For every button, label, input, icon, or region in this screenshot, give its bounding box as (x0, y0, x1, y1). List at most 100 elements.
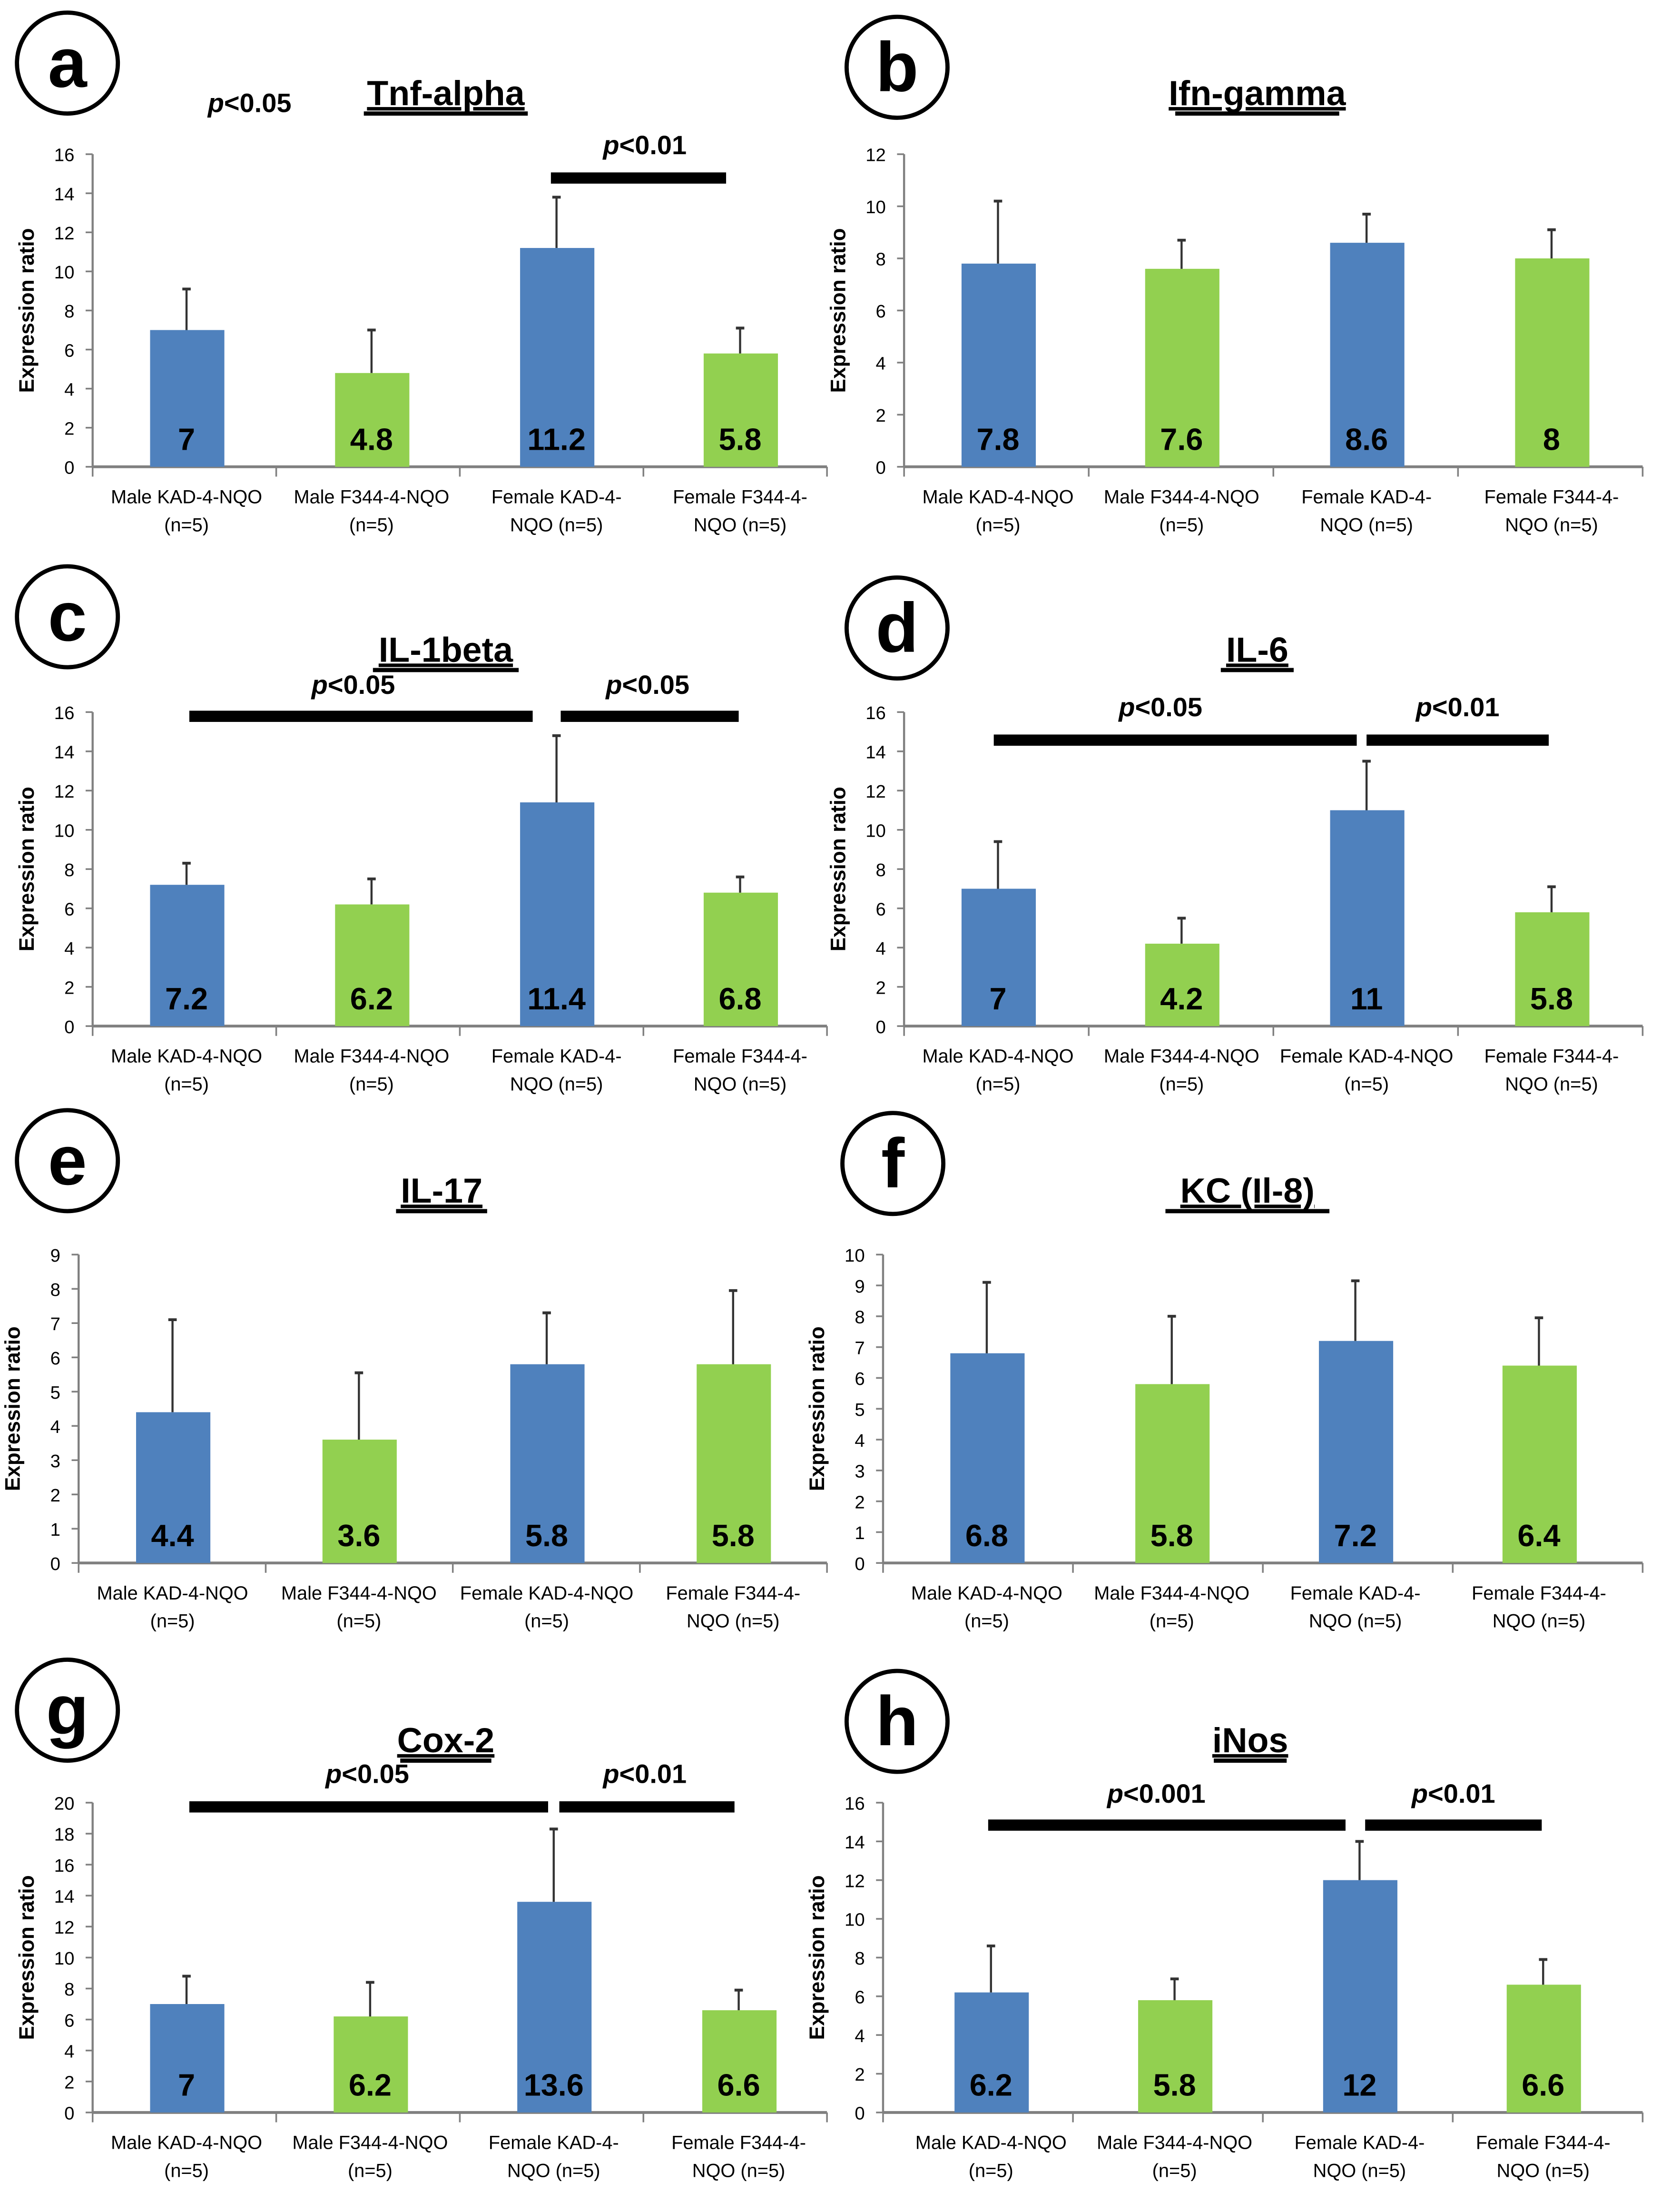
panel-letter: g (46, 1671, 89, 1749)
p-threshold: <0.01 (1432, 692, 1500, 722)
data-label: 4.8 (350, 422, 393, 457)
p-threshold: <0.01 (619, 1759, 687, 1789)
panel-letter: e (48, 1122, 87, 1200)
y-tick-label: 8 (64, 301, 74, 322)
data-label: 12 (1342, 2068, 1376, 2103)
bar (1138, 2000, 1213, 2113)
y-tick-label: 2 (64, 978, 74, 998)
x-tick-label: Male KAD-4-NQO (911, 1583, 1062, 1604)
y-tick-label: 16 (845, 1794, 865, 1814)
data-label: 6.2 (349, 2068, 392, 2103)
y-tick-label: 2 (50, 1485, 60, 1506)
bar (520, 248, 595, 467)
significance-bar (988, 1819, 1346, 1831)
x-tick-label: (n=5) (1344, 1074, 1389, 1095)
x-tick-label: Female KAD-4- (1294, 2132, 1425, 2153)
data-label: 7.6 (1160, 422, 1203, 457)
x-tick-label: Male F344-4-NQO (294, 486, 449, 507)
p-threshold: <0.01 (619, 130, 687, 160)
bar (1145, 943, 1219, 1027)
y-tick-label: 2 (876, 978, 886, 998)
x-tick-label: (n=5) (969, 2160, 1013, 2181)
y-tick-label: 6 (64, 340, 74, 361)
data-label: 11.4 (527, 981, 586, 1016)
bar (954, 1992, 1029, 2113)
panel-a: a Tnf-alpha 0 2 4 6 8 10 12 14 16 Expression ratio 7… (15, 10, 828, 535)
data-label: 6.8 (965, 1518, 1008, 1553)
y-tick-label: 16 (865, 703, 886, 723)
p-threshold: <0.05 (224, 88, 292, 118)
data-label: 7.8 (976, 422, 1019, 457)
y-axis-label: Expression ratio (806, 1326, 829, 1491)
x-tick-label: NQO (n=5) (694, 514, 787, 535)
y-axis-label: Expression ratio (826, 787, 850, 951)
y-tick-label: 3 (50, 1451, 60, 1471)
panel-d: d IL-6 0 2 4 6 8 10 12 14 16 Expression ratio 7 Male … (826, 575, 1644, 1095)
p-value-label: p<0.001 (1106, 1778, 1206, 1808)
y-tick-label: 0 (64, 458, 74, 478)
bar (335, 904, 410, 1027)
y-tick-label: 1 (50, 1520, 60, 1540)
y-tick-label: 4 (64, 379, 74, 400)
x-tick-label: Female KAD-4- (489, 2132, 619, 2153)
y-tick-label: 12 (54, 223, 75, 244)
significance-bar (560, 711, 739, 722)
y-tick-label: 10 (865, 197, 886, 217)
bar (702, 2010, 777, 2113)
bar (1502, 1365, 1577, 1563)
significance-bar (993, 734, 1357, 746)
bar (335, 373, 410, 467)
p-value-label: p<0.01 (1411, 1778, 1495, 1808)
p-symbol: p (605, 670, 622, 700)
bar (1135, 1384, 1210, 1563)
data-label: 6.2 (350, 981, 393, 1016)
chart-title: Tnf-alpha (367, 73, 525, 113)
bar (703, 353, 778, 467)
p-symbol: p (207, 88, 224, 118)
y-tick-label: 14 (54, 742, 75, 763)
panel-letter-circle (15, 10, 120, 116)
data-label: 5.8 (712, 1518, 755, 1553)
x-tick-label: Male F344-4-NQO (294, 1046, 449, 1067)
panel-letter-circle (15, 1108, 120, 1214)
y-tick-label: 2 (64, 2073, 74, 2093)
p-symbol: p (324, 1759, 342, 1789)
y-tick-label: 0 (876, 458, 886, 478)
bar (1330, 810, 1405, 1027)
y-tick-label: 0 (855, 2103, 865, 2124)
x-tick-label: Male KAD-4-NQO (915, 2132, 1067, 2153)
x-tick-label: NQO (n=5) (510, 1074, 603, 1095)
chart-title: KC (Il-8) (1180, 1171, 1315, 1210)
y-tick-label: 4 (64, 2041, 74, 2062)
y-tick-label: 10 (54, 1948, 75, 1969)
bar (1330, 243, 1405, 467)
y-tick-label: 8 (855, 1307, 865, 1328)
y-tick-label: 14 (54, 1886, 75, 1907)
bar (697, 1364, 771, 1563)
p-symbol: p (602, 130, 619, 160)
y-tick-label: 6 (876, 899, 886, 919)
significance-bar (559, 1801, 735, 1813)
data-label: 4.2 (1160, 981, 1203, 1016)
data-label: 6.4 (1517, 1518, 1560, 1553)
x-tick-label: NQO (n=5) (687, 1611, 780, 1632)
panel-letter: a (48, 24, 88, 102)
x-tick-label: (n=5) (349, 514, 394, 535)
y-tick-label: 0 (64, 1017, 74, 1037)
bar (961, 889, 1036, 1027)
bar (136, 1412, 211, 1563)
p-value-label: p<0.05 (1118, 692, 1202, 722)
y-tick-label: 4 (50, 1417, 60, 1437)
significance-bar (189, 711, 533, 722)
x-tick-label: Male F344-4-NQO (1104, 486, 1259, 507)
y-tick-label: 16 (54, 703, 75, 723)
y-tick-label: 6 (855, 1987, 865, 2007)
data-label: 4.4 (151, 1518, 194, 1553)
x-tick-label: Female KAD-4- (491, 486, 622, 507)
panel-letter: b (875, 28, 918, 106)
y-tick-label: 4 (855, 2026, 865, 2046)
panel-e: e IL-17 0 1 2 3 4 5 6 7 8 9 Expression ratio 4.4 Male … (1, 1108, 828, 1632)
bar (334, 2016, 408, 2113)
bar (1145, 268, 1219, 467)
